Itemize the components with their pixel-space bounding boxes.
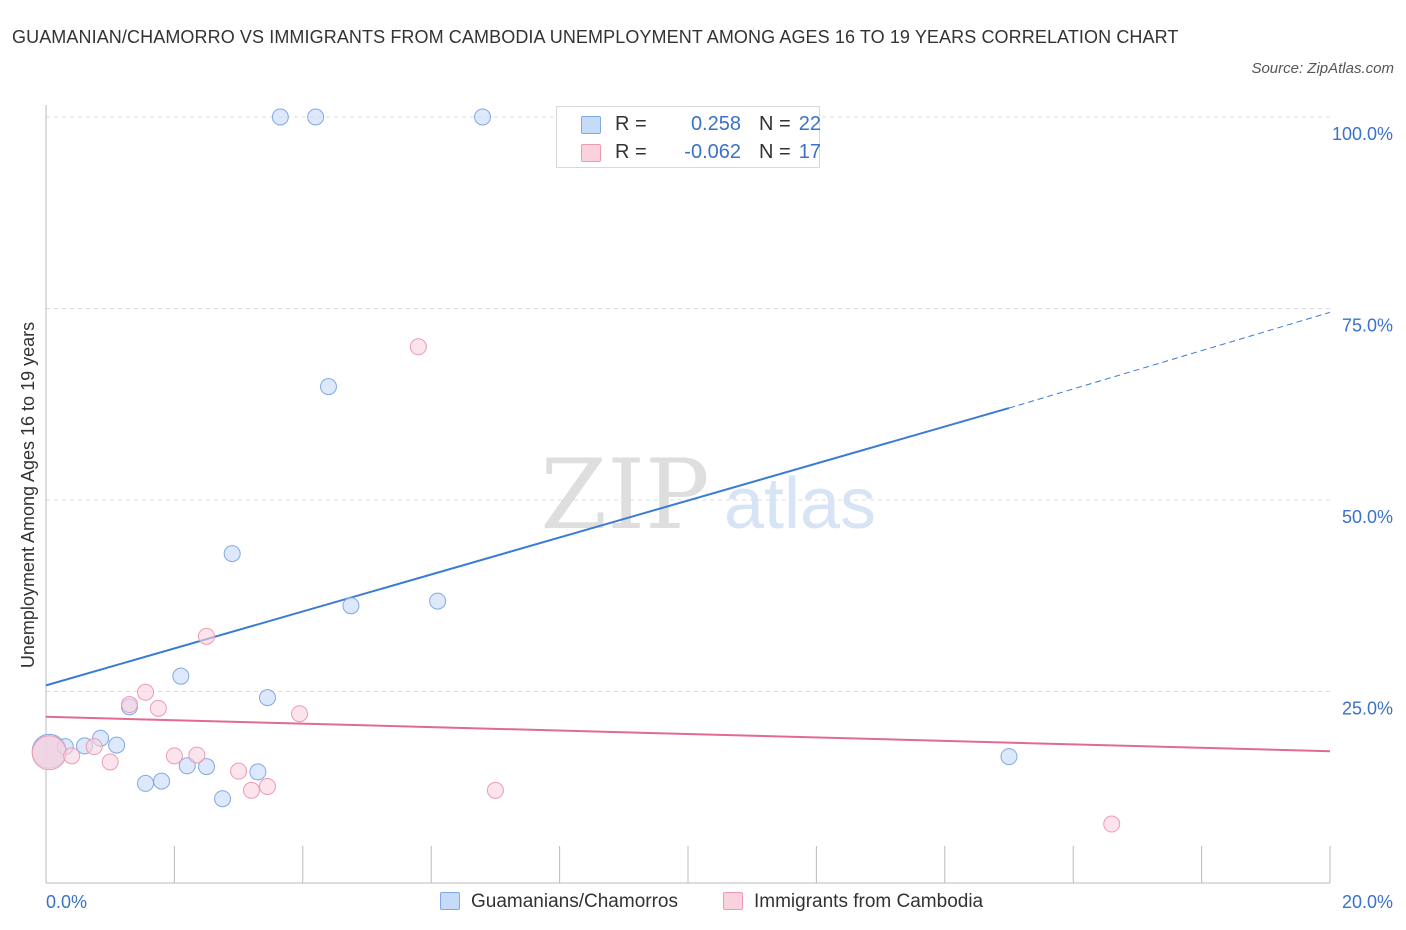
guamanian-point	[1000, 748, 1018, 766]
chart-source: Source: ZipAtlas.com	[1251, 60, 1394, 77]
x-tick-label: 0.0%	[46, 892, 87, 912]
cambodia-point	[291, 705, 309, 723]
cambodia-point	[230, 762, 248, 780]
guamanian-point	[307, 108, 325, 126]
y-axis-label: Unemployment Among Ages 16 to 19 years	[18, 322, 38, 668]
guamanian-point	[429, 592, 447, 610]
x-tick-label: 20.0%	[1342, 892, 1393, 912]
cambodia-point	[486, 781, 504, 799]
n-label: N =	[759, 141, 791, 163]
guamanian-point	[153, 772, 171, 790]
gridlines	[46, 116, 1330, 692]
watermark-atlas: atlas	[724, 464, 876, 544]
guamanian-point	[137, 774, 155, 792]
cambodia-point	[1103, 815, 1121, 833]
guamanian-point	[178, 757, 196, 775]
cambodia-point	[165, 747, 183, 765]
series2-n-value: 17	[798, 141, 821, 163]
y-tick-label: 50.0%	[1342, 507, 1393, 527]
watermark-zip: ZIP	[540, 439, 709, 551]
guamanian-point	[214, 790, 232, 808]
y-tick-label: 100.0%	[1332, 124, 1393, 144]
cambodia-point	[101, 753, 119, 771]
cambodia-point	[258, 777, 276, 795]
cambodia-point	[120, 696, 138, 714]
guamanian-point	[172, 667, 190, 685]
n-label: N =	[759, 113, 791, 135]
guamanians-legend-label: Guamanians/Chamorros	[471, 891, 678, 912]
y-tick-label: 25.0%	[1342, 699, 1393, 719]
cambodia-point	[85, 738, 103, 756]
trend-line-extension	[1008, 311, 1331, 409]
guamanian-point	[474, 108, 492, 126]
correlation-legend: R = 0.258 N = 22 R = -0.062 N = 17	[556, 106, 821, 168]
series1-swatch	[581, 116, 601, 134]
guamanian-point	[319, 378, 337, 396]
trend-line-2	[45, 715, 1331, 753]
series1-n-value: 22	[798, 113, 821, 135]
r-label: R =	[615, 141, 647, 163]
cambodia-point	[188, 746, 206, 764]
guamanian-point	[223, 545, 241, 563]
cambodia-point	[242, 781, 260, 799]
cambodia-swatch	[723, 892, 743, 910]
guamanian-point	[342, 597, 360, 615]
guamanian-point	[258, 689, 276, 707]
y-tick-label: 75.0%	[1342, 316, 1393, 336]
cambodia-point	[137, 683, 155, 701]
guamanian-point	[198, 758, 215, 776]
axes: 25.0% 50.0% 75.0% 100.0% 0.0% 20.0%	[45, 105, 1393, 912]
chart-title: GUAMANIAN/CHAMORRO VS IMMIGRANTS FROM CA…	[12, 27, 1179, 47]
guamanians-swatch	[440, 892, 460, 910]
cambodia-point	[63, 747, 81, 765]
guamanian-point	[271, 108, 289, 126]
series1-r-value: 0.258	[690, 113, 741, 135]
cambodia-point	[409, 338, 427, 356]
cambodia-point	[31, 735, 67, 771]
series2-swatch	[581, 144, 601, 162]
data-points	[31, 108, 1121, 833]
cambodia-point	[198, 627, 215, 645]
guamanian-point	[108, 736, 126, 754]
series2-r-value: -0.062	[684, 141, 741, 163]
cambodia-legend-label: Immigrants from Cambodia	[754, 891, 984, 912]
watermark: ZIP atlas	[540, 439, 876, 551]
trend-line-1	[45, 407, 1010, 687]
guamanian-point	[249, 763, 267, 781]
cambodia-point	[149, 699, 167, 717]
r-label: R =	[615, 113, 647, 135]
